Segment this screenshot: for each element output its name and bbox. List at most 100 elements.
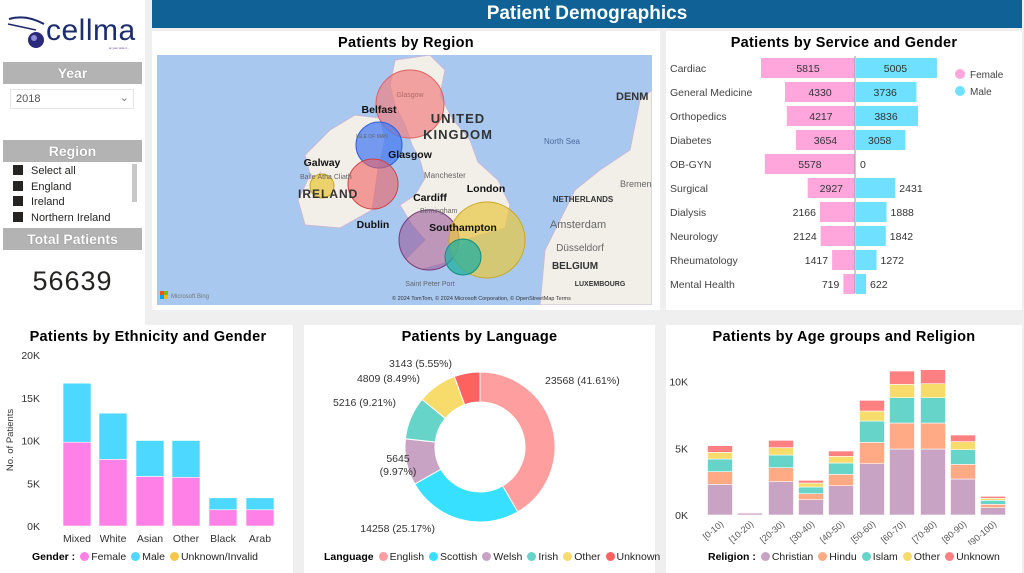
legend-item[interactable]: Unknown <box>956 551 1000 563</box>
bar-female[interactable] <box>819 202 855 222</box>
bar-male[interactable] <box>856 250 877 270</box>
legend-item[interactable]: Female <box>91 551 127 563</box>
bar-hindu[interactable] <box>889 422 915 450</box>
bar-female[interactable] <box>135 476 165 527</box>
legend-item[interactable]: Other <box>913 551 941 563</box>
bar-unknown[interactable] <box>920 369 946 384</box>
legend-item[interactable]: Male <box>970 87 992 98</box>
bar-female[interactable] <box>785 82 855 102</box>
map-attribution[interactable]: © 2024 TomTom, © 2024 Microsoft Corporat… <box>392 295 571 302</box>
bar-male[interactable] <box>856 58 937 78</box>
legend-item[interactable]: Female <box>970 70 1004 81</box>
bar-female[interactable] <box>786 106 855 126</box>
bar-female[interactable] <box>807 178 855 198</box>
legend-item[interactable]: Irish <box>538 551 559 563</box>
bar-male[interactable] <box>171 440 201 478</box>
bar-islam[interactable] <box>707 458 733 472</box>
region-scrollbar[interactable] <box>132 164 137 202</box>
bar-hindu[interactable] <box>828 474 854 486</box>
bar-islam[interactable] <box>859 420 885 443</box>
bar-unknown[interactable] <box>859 400 885 412</box>
checkbox-icon[interactable] <box>13 165 23 175</box>
checkbox-icon[interactable] <box>13 211 23 222</box>
bar-male[interactable] <box>98 412 128 460</box>
legend-item[interactable]: Islam <box>872 551 898 563</box>
bar-christian[interactable] <box>889 448 915 516</box>
bar-islam[interactable] <box>798 486 824 494</box>
region-option-england[interactable]: England <box>0 180 140 196</box>
bar-unknown[interactable] <box>768 440 794 448</box>
bar-female[interactable] <box>795 130 855 150</box>
checkbox-icon[interactable] <box>13 196 23 206</box>
bar-christian[interactable] <box>828 485 854 516</box>
bar-hindu[interactable] <box>768 467 794 482</box>
bar-unknown[interactable] <box>950 434 976 442</box>
bar-unknown[interactable] <box>828 450 854 457</box>
bar-male[interactable] <box>856 82 917 102</box>
bar-hindu[interactable] <box>950 464 976 480</box>
bar-male[interactable] <box>245 497 275 511</box>
legend-item[interactable]: Unknown/Invalid <box>180 551 259 563</box>
bar-other[interactable] <box>889 384 915 398</box>
slice-english[interactable] <box>479 371 556 513</box>
bar-islam[interactable] <box>950 449 976 465</box>
legend-item[interactable]: Christian <box>771 551 814 563</box>
bar-male[interactable] <box>135 440 165 477</box>
bar-christian[interactable] <box>980 507 1006 516</box>
bar-other[interactable] <box>798 482 824 488</box>
bar-other[interactable] <box>828 456 854 464</box>
bar-islam[interactable] <box>980 500 1006 505</box>
year-dropdown[interactable]: 2018 ⌄ <box>10 89 134 109</box>
bar-male[interactable] <box>856 130 906 150</box>
bar-female[interactable] <box>764 154 855 174</box>
bar-islam[interactable] <box>768 454 794 468</box>
legend-item[interactable]: Welsh <box>493 551 523 563</box>
bubble-glasgow[interactable] <box>375 69 445 139</box>
checkbox-icon[interactable] <box>13 180 23 191</box>
bar-female[interactable] <box>820 226 855 246</box>
legend-item[interactable]: Male <box>142 551 165 563</box>
bar-other[interactable] <box>950 441 976 450</box>
bar-christian[interactable] <box>859 463 885 516</box>
bar-islam[interactable] <box>889 397 915 424</box>
bar-christian[interactable] <box>950 478 976 516</box>
bar-christian[interactable] <box>920 448 946 516</box>
bar-other[interactable] <box>920 383 946 398</box>
bar-female[interactable] <box>761 58 855 78</box>
bar-other[interactable] <box>768 447 794 456</box>
bar-hindu[interactable] <box>798 493 824 500</box>
bar-unknown[interactable] <box>798 480 824 484</box>
bar-islam[interactable] <box>828 462 854 475</box>
bar-christian[interactable] <box>707 484 733 516</box>
bar-female[interactable] <box>62 441 92 527</box>
bar-male[interactable] <box>62 382 92 443</box>
bar-islam[interactable] <box>920 397 946 424</box>
bubble-galway[interactable] <box>309 173 335 199</box>
bar-male[interactable] <box>856 178 896 198</box>
legend-item[interactable]: Unknown <box>616 551 661 563</box>
slice-unknown[interactable] <box>453 371 481 406</box>
bar-male[interactable] <box>856 106 919 126</box>
bar-hindu[interactable] <box>920 422 946 450</box>
legend-item[interactable]: English <box>389 551 425 563</box>
region-option-ireland[interactable]: Ireland <box>0 195 140 211</box>
legend-item[interactable]: Scottish <box>440 551 478 563</box>
bar-christian[interactable] <box>798 499 824 516</box>
bar-unknown[interactable] <box>980 496 1006 499</box>
region-option-select-all[interactable]: Select all <box>0 164 140 180</box>
bar-female[interactable] <box>245 509 275 527</box>
bubble-dublin[interactable] <box>347 158 399 210</box>
legend-item[interactable]: Hindu <box>829 551 857 563</box>
bar-male[interactable] <box>208 497 238 511</box>
bar-other[interactable] <box>859 410 885 422</box>
bar-female[interactable] <box>171 476 201 527</box>
bar-hindu[interactable] <box>707 471 733 485</box>
bar-hindu[interactable] <box>980 504 1006 508</box>
bar-female[interactable] <box>208 509 238 527</box>
region-map[interactable]: Glasgow UNITED KINGDOM ISLE OF MAN Baile… <box>157 55 652 305</box>
region-option-northern-ireland[interactable]: Northern Ireland <box>0 211 140 227</box>
bar-male[interactable] <box>856 274 867 294</box>
bar-christian[interactable] <box>768 481 794 516</box>
bar-unknown[interactable] <box>889 370 915 385</box>
bar-unknown[interactable] <box>707 445 733 453</box>
